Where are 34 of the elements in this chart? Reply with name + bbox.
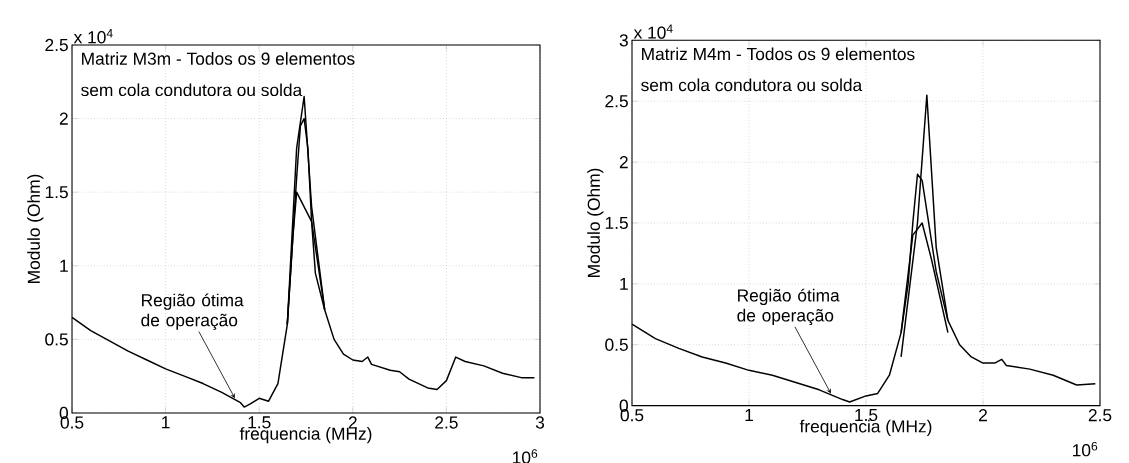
x-tick-label: 1.5 bbox=[855, 409, 878, 422]
y-tick-label: 1.5 bbox=[45, 186, 68, 199]
x-tick-label: 1 bbox=[745, 409, 753, 421]
annotation: sem cola condutora ou solda bbox=[641, 78, 863, 92]
y-axis-title: Modulo (Ohm) bbox=[587, 168, 604, 277]
annotation: Região ótima de operação bbox=[141, 293, 244, 330]
y-axis-title: Modulo (Ohm) bbox=[27, 174, 44, 283]
x-tick-label: 1.5 bbox=[248, 416, 271, 429]
y-tick-label: 2.5 bbox=[605, 95, 628, 108]
annotation: Matriz M3m - Todos os 9 elementos bbox=[82, 52, 355, 65]
y-tick-label: 0.5 bbox=[605, 338, 628, 351]
text: x 10$^{4}$ bbox=[633, 24, 673, 39]
y-tick-label: 0.5 bbox=[45, 333, 68, 346]
annotation: sem cola condutora ou solda bbox=[81, 83, 303, 97]
y-tick-label: 1.5 bbox=[605, 216, 628, 230]
x-tick-label: 2 bbox=[348, 416, 357, 429]
x-tick-label: 3 bbox=[535, 416, 545, 429]
y-tick-label: 1 bbox=[620, 277, 628, 290]
x-axis-title: frequencia (MHz) bbox=[799, 419, 932, 436]
y-tick-label: 1 bbox=[60, 259, 68, 272]
y-tick-label: 3 bbox=[619, 34, 628, 47]
annotation: Matriz M4m - Todos os 9 elementos bbox=[642, 47, 915, 61]
text: x 10$^{4}$ bbox=[73, 29, 113, 44]
annotation: Região ótima de operação bbox=[737, 288, 840, 326]
y-tick-label: 2 bbox=[59, 112, 68, 125]
x-tick-label: 2.5 bbox=[1088, 409, 1112, 422]
y-tick-label: 2.5 bbox=[45, 38, 68, 52]
text: 10$^{6}$ bbox=[513, 449, 538, 463]
x-tick-label: 2.5 bbox=[435, 416, 458, 429]
text: 10$^{6}$ bbox=[1073, 441, 1098, 457]
x-tick-label: 2 bbox=[979, 409, 987, 422]
y-tick-label: 2 bbox=[619, 156, 628, 169]
x-axis-title: frequencia (MHz) bbox=[239, 427, 372, 444]
x-tick-label: 1 bbox=[162, 416, 170, 429]
